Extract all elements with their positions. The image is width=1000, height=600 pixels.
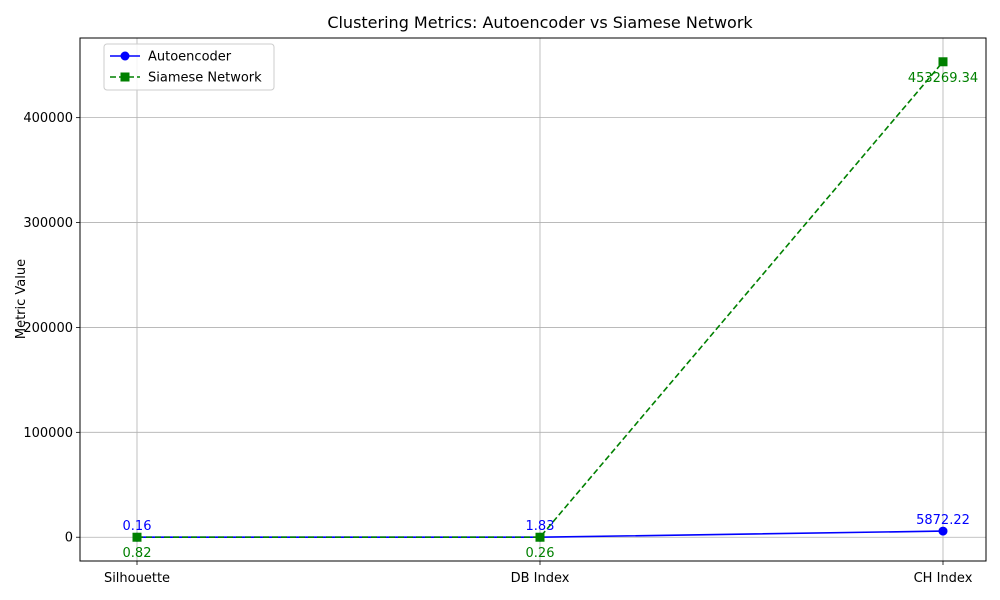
- data-point-marker: [938, 57, 948, 67]
- data-label: 1.83: [526, 519, 555, 534]
- legend-marker: [120, 72, 130, 82]
- x-tick-label: CH Index: [914, 571, 973, 586]
- legend-label: Autoencoder: [148, 50, 232, 65]
- chart-title: Clustering Metrics: Autoencoder vs Siame…: [327, 13, 753, 32]
- data-point-marker: [938, 526, 948, 536]
- legend: Autoencoder Siamese Network: [103, 43, 275, 91]
- y-tick-label: 100000: [23, 426, 73, 441]
- legend-marker: [120, 51, 130, 61]
- y-tick-label: 0: [65, 531, 73, 546]
- legend-entry: Autoencoder: [110, 50, 232, 65]
- y-tick-label: 300000: [23, 216, 73, 231]
- axis-ticks: Silhouette DB Index CH Index 0 100000 200000 3…: [23, 111, 972, 586]
- legend-label: Siamese Network: [148, 71, 262, 86]
- series-siamese-network: 0.82 0.26 453269.34: [123, 57, 978, 561]
- data-label: 0.82: [123, 546, 152, 561]
- data-label: 0.16: [123, 519, 152, 534]
- data-point-marker: [132, 532, 142, 542]
- y-tick-label: 400000: [23, 111, 73, 126]
- legend-entry: Siamese Network: [110, 71, 262, 86]
- data-label: 0.26: [526, 546, 555, 561]
- data-label: 453269.34: [908, 71, 978, 86]
- x-tick-label: Silhouette: [104, 571, 170, 586]
- y-tick-label: 200000: [23, 321, 73, 336]
- data-point-marker: [535, 532, 545, 542]
- x-tick-label: DB Index: [511, 571, 570, 586]
- legend-box: [103, 43, 275, 91]
- y-axis-label: Metric Value: [14, 259, 29, 339]
- grid-lines: [80, 38, 986, 561]
- data-label: 5872.22: [916, 513, 970, 528]
- series-group: 0.16 1.83 5872.22 0.82 0.26 453269.34: [123, 57, 978, 561]
- plot-area-frame: [79, 37, 987, 562]
